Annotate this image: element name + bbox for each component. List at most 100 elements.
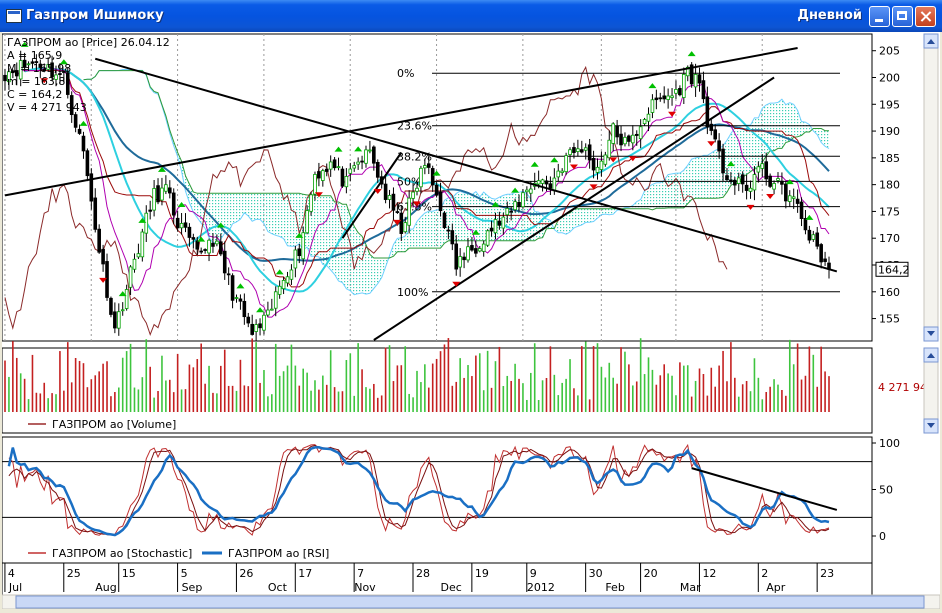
candle-body [662,95,666,100]
candle-body [481,243,486,252]
candle-body [540,179,545,184]
close-button[interactable] [915,6,936,27]
minimize-button[interactable] [869,6,890,27]
candle-body [171,192,176,216]
candle-body [595,166,600,173]
candle-body [607,139,612,159]
candle-body [638,126,643,140]
candle-body [281,280,286,290]
candle-body [823,258,827,262]
oscillator-panel[interactable]: 0 50 100 ГАЗПРОМ ао [Stochastic] ГАЗПРОМ а… [1,436,900,564]
candle-body [199,250,203,253]
candle-body [576,148,580,152]
buy-signal-arrow [216,222,225,228]
time-day-label: 20 [644,567,658,580]
buy-signal-arrow [236,283,245,289]
price-scrollbar-track[interactable] [923,33,939,342]
candle-body [42,68,47,72]
trendline [373,76,775,341]
candle-body [556,170,561,178]
time-day-label: 5 [181,567,188,580]
candle-body [740,174,745,185]
candle-body [419,167,423,188]
volume-panel[interactable]: ГАЗПРОМ ао [Volume] 4 271 943 [1,338,939,434]
candle-body [258,323,262,329]
oscillator-trendline [691,467,838,511]
candle-body [744,184,749,191]
candle-body [466,246,470,261]
last-price-marker: 164,2 [875,261,910,277]
price-panel[interactable]: 0%23.6%38.2%50%61.8%100% 155160165170175… [1,33,939,342]
horizontal-scrollbar-thumb[interactable] [15,595,925,609]
candle-body [348,168,353,174]
candle-body [477,248,482,252]
candle-body [619,133,623,146]
candle-body [179,223,184,229]
candle-body [611,123,615,144]
price-tick-label: 160 [879,286,900,299]
candle-body [470,245,474,251]
candle-body [799,201,804,219]
time-day-label: 28 [416,567,430,580]
candle-body [289,269,294,280]
fib-level-label: 100% [397,286,428,299]
candle-body [26,63,31,66]
price-scrollbar[interactable] [923,33,939,342]
candle-body [234,297,239,299]
candle-body [803,217,808,231]
quote-volume: V = 4 271 943 [7,101,87,114]
candle-body [65,72,70,95]
buy-signal-arrow [726,161,735,167]
sell-signal-arrow [746,204,755,210]
candle-body [266,309,270,316]
candle-body [344,176,349,188]
scroll-up-icon [927,353,935,358]
candle-body [372,146,376,164]
horizontal-scrollbar[interactable] [1,594,941,610]
candle-body [62,71,66,73]
candle-body [521,192,525,208]
candle-body [230,275,235,301]
time-day-label: 26 [239,567,253,580]
volume-scrollbar[interactable] [923,347,939,434]
candle-body [207,239,211,254]
oscillator-tick-label: 0 [879,530,886,543]
last-price-label: 164,2 [878,263,910,276]
candle-body [474,248,478,254]
buy-signal-arrow [79,120,88,126]
candle-body [399,212,404,234]
candle-body [446,229,451,232]
chart-canvas[interactable]: 0%23.6%38.2%50%61.8%100% 155160165170175… [1,32,941,610]
candle-body [46,64,50,70]
candle-body [544,180,549,185]
sell-signal-arrow [393,219,402,225]
candle-body [685,66,690,77]
candle-body [242,300,247,318]
fib-level-label: 50% [397,175,421,188]
candle-body [583,147,588,151]
candle-body [156,185,160,203]
candle-body [697,74,702,84]
moving-average-short [24,67,830,293]
title-bar[interactable]: Газпром Ишимоку Дневной [0,0,942,32]
chart-window-icon[interactable] [6,9,22,23]
candle-body [183,222,188,228]
candle-body [568,149,572,155]
sell-signal-arrow [569,164,578,170]
candle-body [368,149,372,152]
oscillator-lines [7,443,838,537]
time-month-label: Apr [766,581,786,594]
oscillator-axis: 0 50 100 [872,437,900,543]
candle-body [109,297,113,315]
candle-body [270,308,274,311]
candle-body [701,80,706,100]
candle-body [587,144,592,161]
candle-body [458,256,462,268]
candle-body [654,97,659,101]
maximize-button[interactable] [892,6,913,27]
candle-body [360,160,364,163]
quote-open: A = 165,9 [7,49,62,62]
candle-body [375,161,380,178]
candle-body [528,188,533,194]
sell-signal-arrow [668,111,677,117]
